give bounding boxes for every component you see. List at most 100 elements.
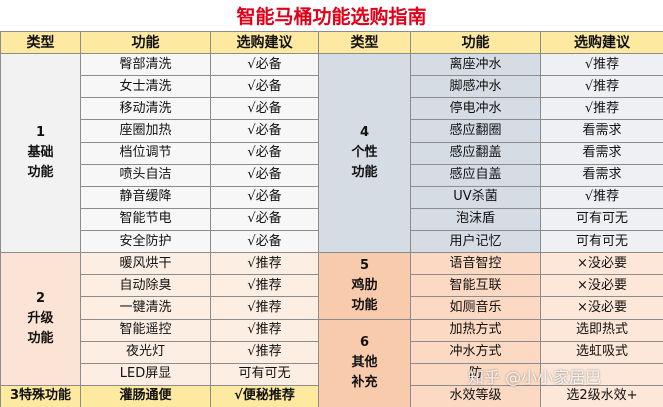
cell: √必备 bbox=[210, 119, 319, 143]
watermark: 知乎 @小小家居巴 bbox=[468, 368, 602, 387]
function-label: 用户记忆 bbox=[449, 233, 502, 249]
advice-label: √推荐 bbox=[247, 299, 282, 315]
cell: 2 升级 功能 bbox=[0, 252, 81, 386]
cell: 臀部清洗 bbox=[80, 53, 211, 77]
advice-label: √必备 bbox=[247, 78, 282, 94]
cell: 语音智控 bbox=[410, 252, 541, 276]
advice-label: √必备 bbox=[247, 211, 282, 227]
cell: √便秘推荐 bbox=[210, 384, 319, 407]
cell: √推荐 bbox=[540, 185, 663, 209]
function-label: 女士清洗 bbox=[119, 78, 172, 94]
advice-label: √推荐 bbox=[584, 78, 620, 94]
advice-label: ×没必要 bbox=[577, 299, 627, 315]
cell: 看需求 bbox=[540, 119, 663, 143]
function-label: 静音缓降 bbox=[119, 189, 172, 205]
cell: 加热方式 bbox=[410, 318, 541, 342]
advice-label: 可有可无 bbox=[238, 366, 291, 382]
cell: 脚感冲水 bbox=[410, 75, 541, 99]
type-label: 补充 bbox=[351, 375, 378, 391]
cell: 智能节电 bbox=[80, 207, 211, 231]
cell: 可有可无 bbox=[210, 362, 319, 386]
cell: 感应翻圈 bbox=[410, 119, 541, 143]
function-label: 离座冲水 bbox=[449, 56, 502, 72]
type-label: 4 bbox=[359, 125, 370, 141]
cell: 感应自盖 bbox=[410, 163, 541, 187]
cell: √推荐 bbox=[210, 274, 319, 298]
cell: 感应翻盖 bbox=[410, 141, 541, 165]
cell: 类型 bbox=[318, 31, 411, 54]
function-label: 感应翻盖 bbox=[449, 145, 502, 161]
cell: 如厕音乐 bbox=[410, 296, 541, 320]
title: 智能马桶功能选购指南 bbox=[236, 6, 427, 28]
advice-label: 看需求 bbox=[582, 122, 622, 138]
function-label: 档位调节 bbox=[119, 145, 172, 161]
advice-label: 可有可无 bbox=[575, 233, 628, 249]
cell: 座圈加热 bbox=[80, 119, 211, 143]
function-label: UV杀菌 bbox=[453, 189, 498, 205]
header-label: 功能 bbox=[131, 34, 160, 51]
cell: 选虹吸式 bbox=[540, 340, 663, 364]
cell: √必备 bbox=[210, 75, 319, 99]
advice-label: 选即热式 bbox=[575, 322, 628, 338]
cell: √推荐 bbox=[540, 53, 663, 77]
function-label: 灌肠通便 bbox=[119, 388, 172, 404]
cell: 静音缓降 bbox=[80, 185, 211, 209]
cell: √必备 bbox=[210, 185, 319, 209]
advice-label: √推荐 bbox=[247, 344, 282, 360]
function-label: LED屏显 bbox=[119, 366, 172, 382]
cell: √必备 bbox=[210, 97, 319, 121]
cell: 6 其他 补充 bbox=[318, 318, 411, 407]
cell: 选购建议 bbox=[540, 31, 663, 54]
cell: LED屏显 bbox=[80, 362, 211, 386]
cell: 离座冲水 bbox=[410, 53, 541, 77]
type-label: 6 bbox=[359, 335, 370, 351]
advice-label: √必备 bbox=[247, 122, 282, 138]
function-label: 停电冲水 bbox=[449, 100, 502, 116]
type-label: 1 bbox=[35, 125, 46, 141]
header-label: 类型 bbox=[26, 34, 55, 51]
type-label: 升级 bbox=[27, 311, 54, 326]
advice-label: √推荐 bbox=[247, 322, 282, 338]
cell: 灌肠通便 bbox=[80, 384, 211, 407]
function-label: 智能互联 bbox=[449, 277, 502, 293]
type-label: 2 bbox=[35, 291, 46, 306]
cell: 可有可无 bbox=[540, 207, 663, 231]
advice-label: 选2级水效+ bbox=[566, 388, 638, 404]
cell: 安全防护 bbox=[80, 230, 211, 254]
advice-label: √必备 bbox=[247, 145, 282, 161]
advice-label: 可有可无 bbox=[575, 211, 628, 227]
cell: √推荐 bbox=[210, 340, 319, 364]
type-label: 功能 bbox=[351, 297, 378, 313]
cell: √推荐 bbox=[210, 318, 319, 342]
type-label: 个性 bbox=[351, 145, 378, 161]
advice-label: 看需求 bbox=[582, 145, 622, 161]
cell: 看需求 bbox=[540, 163, 663, 187]
header-label: 功能 bbox=[461, 34, 490, 51]
advice-label: √便秘推荐 bbox=[234, 388, 295, 404]
cell: √必备 bbox=[210, 230, 319, 254]
cell: UV杀菌 bbox=[410, 185, 541, 209]
function-label: 如厕音乐 bbox=[449, 299, 502, 315]
cell: √推荐 bbox=[210, 296, 319, 320]
header-label: 类型 bbox=[350, 34, 379, 51]
advice-label: √推荐 bbox=[247, 255, 282, 271]
cell: √必备 bbox=[210, 141, 319, 165]
function-label: 脚感冲水 bbox=[449, 78, 502, 94]
function-label: 移动清洗 bbox=[119, 100, 172, 116]
function-label: 水效等级 bbox=[449, 388, 502, 404]
cell: 移动清洗 bbox=[80, 97, 211, 121]
cell: 喷头自洁 bbox=[80, 163, 211, 187]
cell: 智能遥控 bbox=[80, 318, 211, 342]
function-label: 安全防护 bbox=[119, 233, 172, 249]
function-label: 一键清洗 bbox=[119, 299, 172, 315]
header-label: 选购建议 bbox=[236, 34, 293, 51]
cell: 选购建议 bbox=[210, 31, 319, 54]
cell: √推荐 bbox=[540, 97, 663, 121]
function-label: 智能遥控 bbox=[119, 322, 172, 338]
advice-label: √推荐 bbox=[247, 277, 282, 293]
advice-label: √推荐 bbox=[584, 100, 620, 116]
advice-label: ×没必要 bbox=[577, 277, 627, 293]
cell: 4 个性 功能 bbox=[318, 53, 411, 254]
cell: √推荐 bbox=[210, 252, 319, 276]
function-label: 泡沫盾 bbox=[455, 211, 495, 227]
